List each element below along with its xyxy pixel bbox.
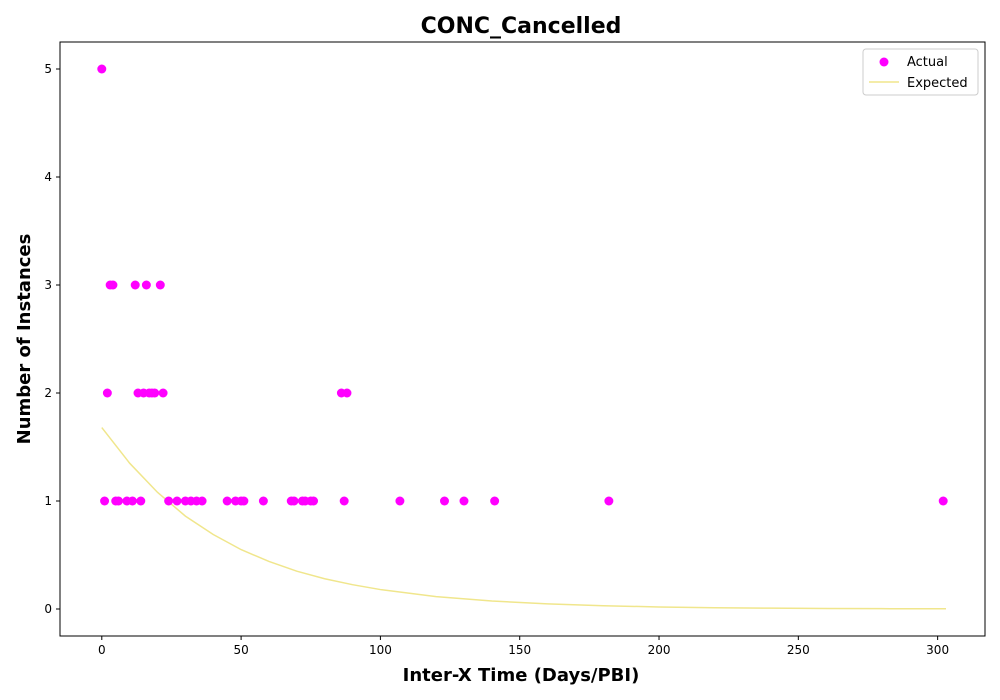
x-tick-label: 300 xyxy=(926,643,949,657)
actual-data-point xyxy=(127,496,137,506)
x-tick-label: 250 xyxy=(787,643,810,657)
x-tick-label: 50 xyxy=(233,643,248,657)
legend-expected-label: Expected xyxy=(907,76,968,91)
actual-data-point xyxy=(158,388,168,398)
legend-box xyxy=(862,48,979,96)
expected-series-line xyxy=(101,427,946,610)
actual-data-point xyxy=(164,496,174,506)
y-tick-label: 1 xyxy=(44,494,52,508)
actual-data-point xyxy=(222,496,232,506)
actual-data-point xyxy=(100,496,110,506)
y-axis-label: Number of Instances xyxy=(14,234,35,445)
actual-data-point xyxy=(309,496,319,506)
actual-data-point xyxy=(258,496,268,506)
actual-data-point xyxy=(141,280,151,290)
actual-data-point xyxy=(439,496,449,506)
actual-data-point xyxy=(172,496,182,506)
y-tick-label: 4 xyxy=(44,170,52,184)
actual-data-point xyxy=(155,280,165,290)
plot-frame xyxy=(59,41,986,637)
y-tick-label: 0 xyxy=(44,602,52,616)
actual-data-point xyxy=(342,388,352,398)
chart-title: CONC_Cancelled xyxy=(421,14,622,39)
x-tick-label: 0 xyxy=(98,643,106,657)
legend-actual-label: Actual xyxy=(907,55,948,70)
actual-data-point xyxy=(490,496,500,506)
x-tick-label: 200 xyxy=(648,643,671,657)
y-tick-label: 5 xyxy=(44,62,52,76)
actual-data-point xyxy=(289,496,299,506)
actual-data-point xyxy=(150,388,160,398)
actual-data-point xyxy=(108,280,118,290)
legend: Actual Expected xyxy=(862,48,979,96)
actual-data-point xyxy=(938,496,948,506)
x-axis-label: Inter-X Time (Days/PBI) xyxy=(403,665,640,686)
actual-data-point xyxy=(114,496,124,506)
actual-data-point xyxy=(459,496,469,506)
actual-data-point xyxy=(136,496,146,506)
plot-area xyxy=(97,64,948,610)
axis-ticks: 0 50 100 150 200 250 300 0 1 2 3 4 5 xyxy=(44,62,949,657)
legend-actual-marker xyxy=(879,57,889,67)
y-tick-label: 3 xyxy=(44,278,52,292)
x-tick-label: 150 xyxy=(508,643,531,657)
actual-data-point xyxy=(130,280,140,290)
actual-data-point xyxy=(395,496,405,506)
y-tick-label: 2 xyxy=(44,386,52,400)
actual-data-point xyxy=(197,496,207,506)
actual-data-point xyxy=(339,496,349,506)
actual-data-point xyxy=(97,64,107,74)
actual-data-point xyxy=(239,496,249,506)
actual-data-point xyxy=(102,388,112,398)
x-tick-label: 100 xyxy=(369,643,392,657)
actual-data-point xyxy=(604,496,614,506)
